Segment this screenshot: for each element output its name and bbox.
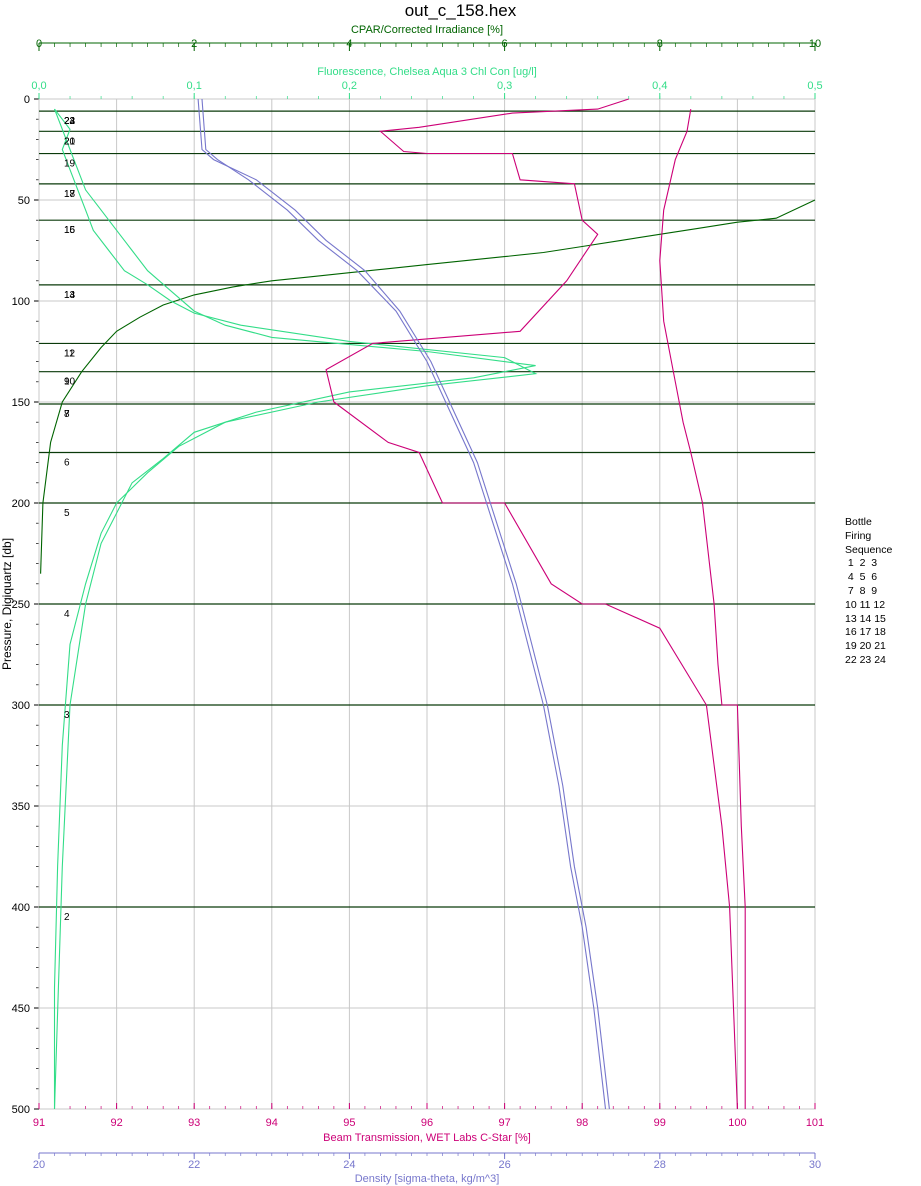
bottle-number-label: 17 (64, 189, 76, 200)
bottle-number-label: 14 (64, 290, 76, 301)
beam-axis-tick-label: 94 (266, 1117, 278, 1129)
legend-line: 22 23 24 (845, 653, 886, 666)
fluorescence-axis-tick-label: 0,0 (31, 80, 46, 92)
bottle-number-label: 3 (64, 710, 70, 721)
y-tick-label: 450 (12, 1003, 30, 1015)
legend-line: Sequence (845, 543, 893, 556)
bottle-number-label: 12 (64, 348, 76, 359)
legend-line: 10 11 12 (845, 598, 886, 611)
series-beam-line-3 (325, 98, 738, 1110)
series-beam-line-4 (659, 109, 746, 1109)
bottle-number-label: 4 (64, 609, 70, 620)
bottle-number-label: 18 (64, 189, 76, 200)
fluorescence-axis-tick-label: 0,4 (652, 80, 667, 92)
bottle-number-label: 16 (64, 225, 76, 236)
bottle-number-label: 13 (64, 290, 76, 301)
y-tick-label: 100 (12, 296, 30, 308)
density-axis-tick-label: 26 (498, 1159, 510, 1171)
bottle-number-label: 10 (64, 377, 76, 388)
series-density-line-6 (197, 98, 610, 1110)
y-tick-label: 150 (12, 397, 30, 409)
density-axis-tick-label: 28 (654, 1159, 666, 1171)
legend-line: Bottle (845, 516, 872, 528)
legend-line: Firing (845, 529, 872, 542)
beam-axis-tick-label: 91 (33, 1117, 45, 1129)
density-axis-tick-label: 30 (809, 1159, 821, 1171)
density-axis-axis-title: Density [sigma-theta, kg/m^3] (355, 1173, 500, 1185)
y-tick-label: 0 (24, 94, 30, 106)
bottle-firing-legend: Bottle Firing Sequence 1 2 3 4 5 6 7 8 9 10… (845, 516, 892, 668)
bottle-number-label: 24 (64, 116, 76, 127)
beam-axis-tick-label: 92 (110, 1117, 122, 1129)
beam-axis-tick-label: 98 (576, 1117, 588, 1129)
y-tick-label: 500 (12, 1104, 30, 1116)
fluorescence-axis-tick-label: 0,1 (187, 80, 202, 92)
bottle-number-label: 21 (64, 136, 76, 147)
y-tick-label: 200 (12, 498, 30, 510)
y-axis-title: Pressure, Digiquartz [db] (0, 538, 14, 670)
legend-line: 16 17 18 (845, 626, 886, 639)
series-density-line-5 (201, 98, 607, 1110)
series-fluorescence-line-1 (53, 108, 538, 1109)
bottle-number-label: 11 (64, 348, 75, 359)
density-axis-tick-label: 24 (343, 1159, 355, 1171)
legend-line: 13 14 15 (845, 612, 886, 625)
y-tick-label: 350 (12, 801, 30, 813)
chart-title: out_c_158.hex (404, 1, 517, 20)
y-tick-label: 50 (18, 195, 30, 207)
bottle-number-label: 7 (64, 409, 70, 420)
fluorescence-axis-tick-label: 0,3 (497, 80, 512, 92)
beam-axis-tick-label: 95 (343, 1117, 355, 1129)
beam-axis-tick-label: 100 (728, 1117, 746, 1129)
series-par-line-0 (40, 199, 816, 574)
legend-line: 4 5 6 (845, 571, 878, 584)
fluorescence-axis-tick-label: 0,5 (807, 80, 822, 92)
legend-line: 19 20 21 (845, 640, 886, 653)
bottle-number-label: 15 (64, 225, 76, 236)
beam-axis-tick-label: 97 (498, 1117, 510, 1129)
fluorescence-axis-axis-title: Fluorescence, Chelsea Aqua 3 Chl Con [ug… (317, 66, 537, 78)
y-tick-label: 400 (12, 902, 30, 914)
density-axis-tick-label: 20 (33, 1159, 45, 1171)
legend-line: 7 8 9 (845, 584, 878, 597)
legend-line: 1 2 3 (845, 557, 878, 570)
fluorescence-axis-tick-label: 0,2 (342, 80, 357, 92)
beam-axis-tick-label: 93 (188, 1117, 200, 1129)
bottle-number-label: 22 (64, 116, 76, 127)
beam-axis-tick-label: 96 (421, 1117, 433, 1129)
bottle-number-label: 20 (64, 136, 76, 147)
bottle-number-label: 5 (64, 508, 70, 519)
bottle-number-label: 23 (64, 116, 76, 127)
beam-axis-tick-label: 99 (654, 1117, 666, 1129)
y-tick-label: 300 (12, 700, 30, 712)
y-tick-label: 250 (12, 599, 30, 611)
par-axis-axis-title: CPAR/Corrected Irradiance [%] (351, 24, 503, 36)
beam-axis-tick-label: 101 (806, 1117, 824, 1129)
bottle-number-label: 6 (64, 458, 70, 469)
beam-axis-axis-title: Beam Transmission, WET Labs C-Star [%] (323, 1132, 531, 1144)
bottle-number-label: 8 (64, 409, 70, 420)
density-axis-tick-label: 22 (188, 1159, 200, 1171)
bottle-number-label: 19 (64, 159, 76, 170)
bottle-number-label: 2 (64, 912, 70, 923)
series-fluorescence-line-2 (53, 108, 536, 1110)
bottle-number-label: 9 (64, 377, 70, 388)
